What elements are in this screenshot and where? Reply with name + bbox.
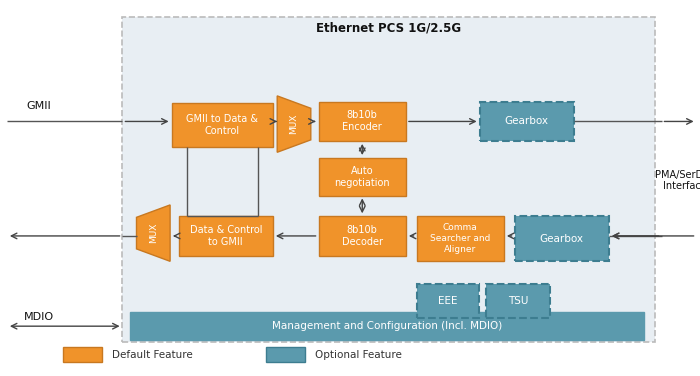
FancyBboxPatch shape <box>318 216 406 256</box>
FancyBboxPatch shape <box>172 103 273 147</box>
Polygon shape <box>136 205 170 261</box>
FancyBboxPatch shape <box>178 216 273 256</box>
FancyBboxPatch shape <box>416 216 504 261</box>
Text: TSU: TSU <box>508 296 528 306</box>
Text: PMA/SerDes
Interface: PMA/SerDes Interface <box>655 170 700 191</box>
Text: 8b10b
Decoder: 8b10b Decoder <box>342 225 383 247</box>
Text: Comma
Searcher and
Aligner: Comma Searcher and Aligner <box>430 223 491 254</box>
FancyBboxPatch shape <box>480 102 574 141</box>
Text: MUX: MUX <box>290 114 298 134</box>
Text: MDIO: MDIO <box>23 312 54 322</box>
Text: Data & Control
to GMII: Data & Control to GMII <box>190 225 262 247</box>
Polygon shape <box>277 96 311 152</box>
Text: GMII to Data &
Control: GMII to Data & Control <box>186 114 258 136</box>
FancyBboxPatch shape <box>130 312 644 340</box>
Text: Gearbox: Gearbox <box>505 116 549 126</box>
FancyBboxPatch shape <box>122 17 654 342</box>
Text: Auto
negotiation: Auto negotiation <box>335 165 390 188</box>
Text: 8b10b
Encoder: 8b10b Encoder <box>342 110 382 132</box>
FancyBboxPatch shape <box>416 284 480 318</box>
Text: MUX: MUX <box>149 223 158 243</box>
Text: GMII: GMII <box>26 102 51 111</box>
FancyBboxPatch shape <box>318 102 406 141</box>
FancyBboxPatch shape <box>266 347 304 362</box>
FancyBboxPatch shape <box>514 216 609 261</box>
FancyBboxPatch shape <box>318 158 406 196</box>
Text: Optional Feature: Optional Feature <box>315 350 402 359</box>
Text: EEE: EEE <box>438 296 458 306</box>
Text: Ethernet PCS 1G/2.5G: Ethernet PCS 1G/2.5G <box>316 22 461 35</box>
Text: Gearbox: Gearbox <box>540 234 584 244</box>
Text: Default Feature: Default Feature <box>112 350 192 359</box>
Text: Management and Configuration (Incl. MDIO): Management and Configuration (Incl. MDIO… <box>272 321 502 331</box>
FancyBboxPatch shape <box>63 347 102 362</box>
FancyBboxPatch shape <box>486 284 550 318</box>
